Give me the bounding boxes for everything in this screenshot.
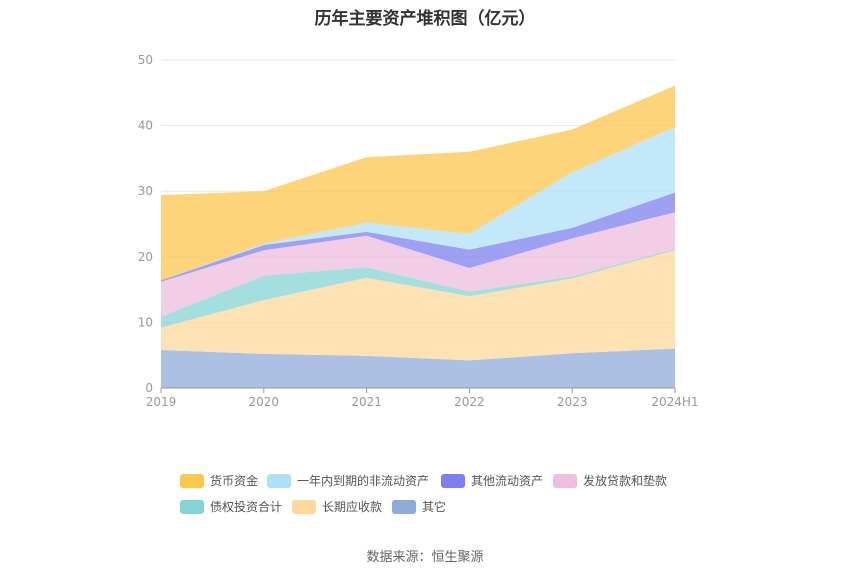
area-series-债权投资合计 — [161, 248, 675, 328]
area-series-长期应收款 — [161, 250, 675, 361]
source-note: 数据来源：恒生聚源 — [366, 550, 484, 565]
y-tick-label: 40 — [138, 119, 153, 133]
x-tick-label: 2024H1 — [651, 395, 698, 409]
y-tick-label: 20 — [138, 250, 153, 264]
legend-label: 其他流动资产 — [471, 474, 544, 488]
y-tick-label: 50 — [138, 53, 153, 67]
legend-swatch — [180, 499, 204, 514]
legend-label: 一年内到期的非流动资产 — [297, 474, 430, 488]
legend-label: 债权投资合计 — [210, 500, 283, 514]
area-series-其它 — [161, 348, 675, 388]
legend-swatch — [553, 473, 577, 488]
legend-swatch — [392, 499, 416, 514]
x-tick-label: 2023 — [557, 395, 588, 409]
area-series-货币资金 — [161, 85, 675, 281]
area-series-其他流动资产 — [161, 192, 675, 282]
area-series-发放贷款和垫款 — [161, 212, 675, 317]
legend-label: 长期应收款 — [322, 500, 383, 514]
x-tick-label: 2020 — [249, 395, 280, 409]
legend-label: 发放贷款和垫款 — [583, 474, 668, 488]
legend-item[interactable]: 货币资金 — [180, 472, 258, 489]
legend-label: 其它 — [422, 500, 447, 514]
legend-item[interactable]: 债权投资合计 — [180, 498, 282, 515]
x-tick-label: 2022 — [454, 395, 485, 409]
legend-item[interactable]: 发放贷款和垫款 — [553, 472, 667, 489]
legend-swatch — [292, 499, 316, 514]
axes: 0 10 20 30 40 50 2019 2020 2021 2022 2023 2024H1 — [138, 53, 699, 409]
chart-title: 历年主要资产堆积图（亿元） — [314, 9, 536, 29]
legend-item[interactable]: 其它 — [392, 498, 446, 515]
area-series — [161, 85, 675, 388]
legend-item[interactable]: 一年内到期的非流动资产 — [267, 472, 429, 489]
legend-swatch — [441, 473, 465, 488]
legend-item[interactable]: 长期应收款 — [292, 498, 382, 515]
x-tick-label: 2021 — [351, 395, 382, 409]
x-tick-label: 2019 — [146, 395, 177, 409]
legend-label: 货币资金 — [210, 474, 259, 488]
area-series-一年内到期的非流动资产 — [161, 126, 675, 281]
y-tick-label: 30 — [138, 184, 153, 198]
legend-swatch — [180, 473, 204, 488]
legend-item[interactable]: 其他流动资产 — [441, 472, 543, 489]
y-tick-label: 0 — [145, 381, 153, 395]
y-tick-label: 10 — [138, 315, 153, 329]
legend-swatch — [267, 473, 291, 488]
